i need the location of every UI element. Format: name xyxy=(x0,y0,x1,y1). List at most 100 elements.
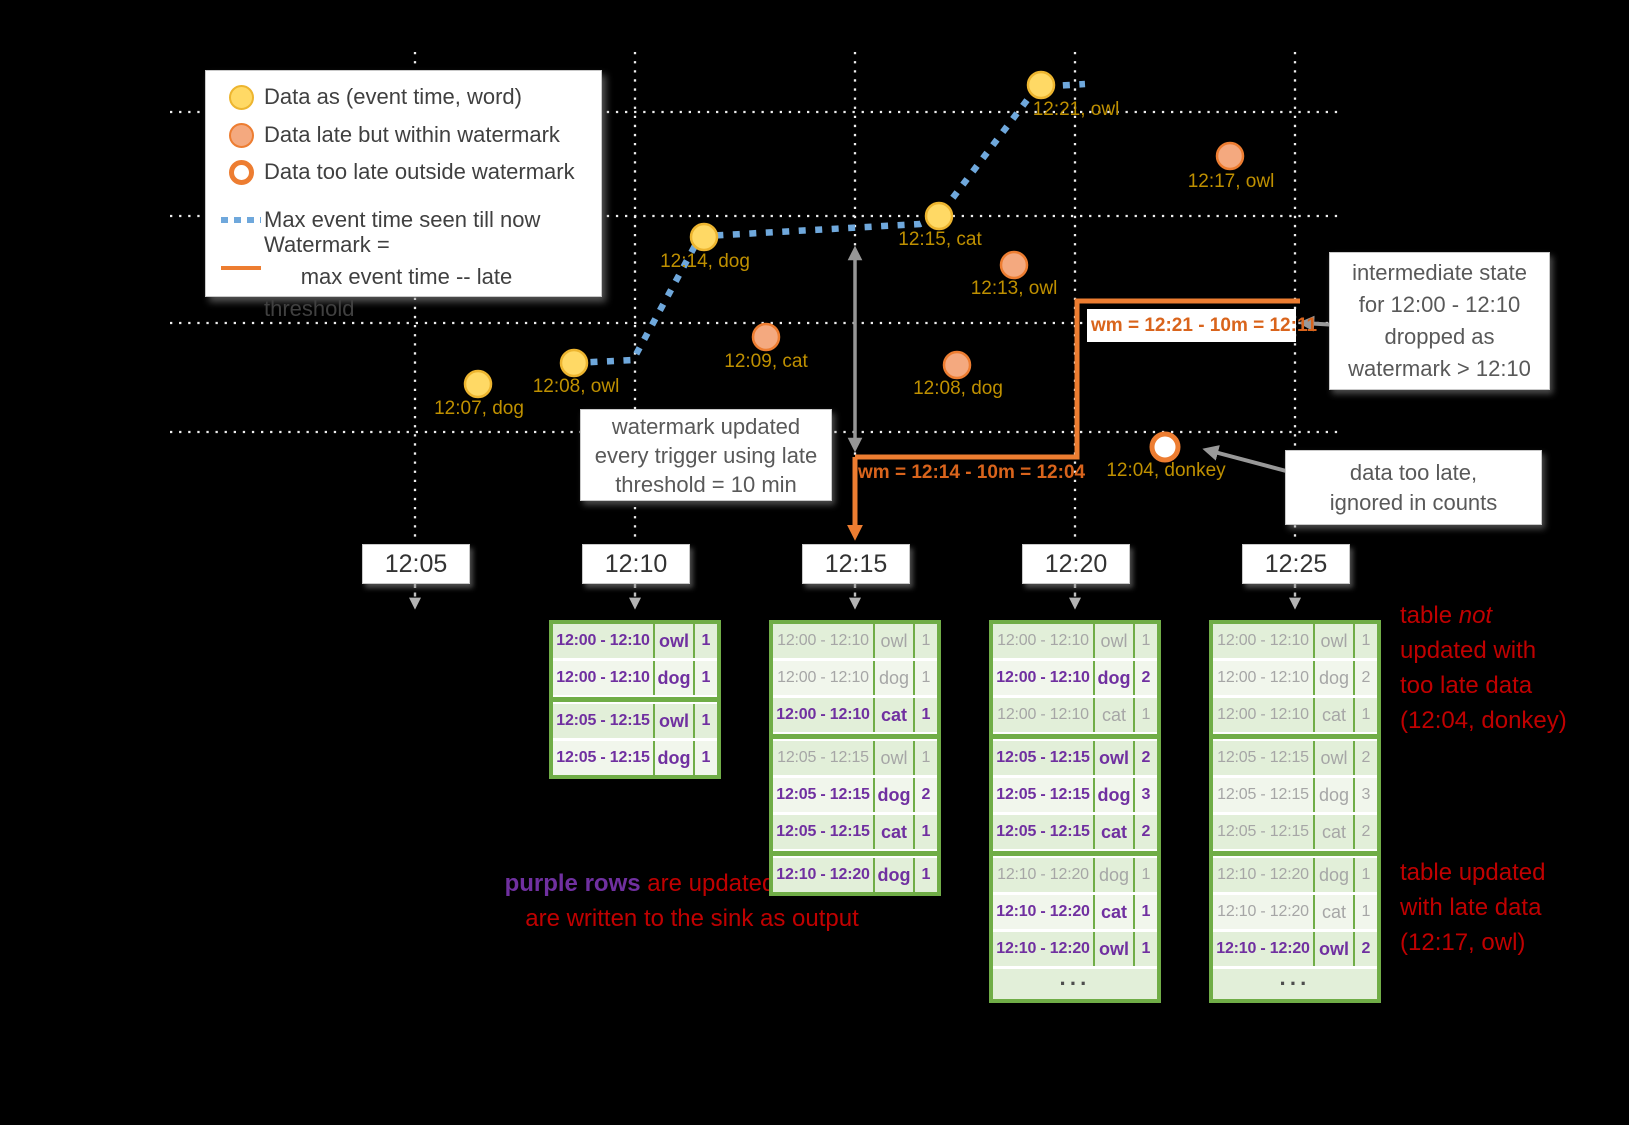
trigger-time-box: 12:05 xyxy=(362,544,470,584)
data-point-label: 12:09, cat xyxy=(724,351,808,372)
data-point-late xyxy=(942,350,972,380)
table-row: 12:10 - 12:20 owl 1 xyxy=(993,932,1157,966)
table-row: 12:05 - 12:15 owl 2 xyxy=(993,741,1157,775)
count-cell: 3 xyxy=(1135,778,1157,812)
table-row: 12:00 - 12:10 owl 1 xyxy=(773,624,937,658)
table-row: 12:05 - 12:15 dog 3 xyxy=(1213,778,1377,812)
table-row: 12:00 - 12:10 dog 1 xyxy=(553,661,717,695)
word-cell: cat xyxy=(1095,895,1133,929)
window-cell: 12:05 - 12:15 xyxy=(1213,778,1313,812)
window-cell: 12:05 - 12:15 xyxy=(1213,815,1313,849)
word-cell: dog xyxy=(875,661,913,695)
count-cell: 1 xyxy=(915,624,937,658)
annotation-intermediate-state: intermediate state for 12:00 - 12:10 dro… xyxy=(1329,252,1550,390)
window-cell: 12:10 - 12:20 xyxy=(993,895,1093,929)
word-cell: dog xyxy=(1315,858,1353,892)
word-cell: dog xyxy=(875,778,913,812)
window-cell: 12:05 - 12:15 xyxy=(993,778,1093,812)
legend-item-blue-dotted-line: Max event time seen till now xyxy=(218,202,540,238)
result-table: 12:00 - 12:10 owl 1 12:00 - 12:10 dog 1 12:05 … xyxy=(549,620,721,779)
count-cell: 2 xyxy=(915,778,937,812)
window-cell: 12:10 - 12:20 xyxy=(1213,932,1313,966)
count-cell: 1 xyxy=(915,661,937,695)
table-row: 12:10 - 12:20 dog 1 xyxy=(773,858,937,892)
count-cell: 2 xyxy=(1355,741,1377,775)
data-point-late xyxy=(999,250,1029,280)
data-point-label: 12:08, dog xyxy=(913,378,1003,399)
count-cell: 2 xyxy=(1135,815,1157,849)
word-cell: dog xyxy=(1315,661,1353,695)
trigger-arrows xyxy=(409,584,1301,610)
table-row: 12:05 - 12:15 dog 1 xyxy=(553,741,717,775)
too-late-dot-icon xyxy=(228,159,254,185)
count-cell: 1 xyxy=(1355,624,1377,658)
data-point-too-late xyxy=(1149,431,1181,463)
word-cell: cat xyxy=(1315,815,1353,849)
word-cell: dog xyxy=(1095,661,1133,695)
table-group-separator xyxy=(773,851,937,856)
data-point-event xyxy=(689,222,719,252)
table-row: 12:10 - 12:20 dog 1 xyxy=(993,858,1157,892)
table-group-separator xyxy=(553,697,717,702)
window-cell: 12:05 - 12:15 xyxy=(773,741,873,775)
window-cell: 12:05 - 12:15 xyxy=(993,741,1093,775)
count-cell: 1 xyxy=(915,741,937,775)
window-cell: 12:00 - 12:10 xyxy=(773,661,873,695)
window-cell: 12:10 - 12:20 xyxy=(993,932,1093,966)
legend-swatch xyxy=(218,122,264,148)
legend-item-label: Data as (event time, word) xyxy=(264,84,522,109)
count-cell: 3 xyxy=(1355,778,1377,812)
word-cell: owl xyxy=(1315,741,1353,775)
window-cell: 12:05 - 12:15 xyxy=(1213,741,1313,775)
trigger-time-box: 12:10 xyxy=(582,544,690,584)
legend-item-event-dot: Data as (event time, word) xyxy=(218,79,522,115)
table-row: 12:05 - 12:15 owl 2 xyxy=(1213,741,1377,775)
word-cell: cat xyxy=(1315,698,1353,732)
table-row: 12:10 - 12:20 owl 2 xyxy=(1213,932,1377,966)
count-cell: 1 xyxy=(695,741,717,775)
table-row: 12:05 - 12:15 owl 1 xyxy=(773,741,937,775)
count-cell: 1 xyxy=(1355,858,1377,892)
count-cell: 1 xyxy=(915,858,937,892)
legend-item-late-dot: Data late but within watermark xyxy=(218,117,560,153)
table-group-separator xyxy=(1213,734,1377,739)
legend-swatch xyxy=(218,217,264,223)
table-row: 12:05 - 12:15 dog 2 xyxy=(773,778,937,812)
table-row: 12:10 - 12:20 cat 1 xyxy=(1213,895,1377,929)
window-cell: 12:00 - 12:10 xyxy=(773,698,873,732)
window-cell: 12:05 - 12:15 xyxy=(773,778,873,812)
data-point-label: 12:14, dog xyxy=(660,251,750,272)
word-cell: owl xyxy=(875,624,913,658)
watermark-formula-high: wm = 12:21 - 10m = 12:11 xyxy=(1091,314,1318,336)
table-group-separator xyxy=(993,851,1157,856)
word-cell: owl xyxy=(875,741,913,775)
count-cell: 1 xyxy=(695,661,717,695)
count-cell: 1 xyxy=(1355,698,1377,732)
note-purple-rows-highlight: purple rows xyxy=(504,870,641,897)
data-point-label: 12:08, owl xyxy=(532,376,620,397)
table-row: 12:05 - 12:15 owl 1 xyxy=(553,704,717,738)
word-cell: cat xyxy=(875,815,913,849)
word-cell: owl xyxy=(1095,932,1133,966)
word-cell: owl xyxy=(1095,624,1133,658)
result-table: 12:00 - 12:10 owl 1 12:00 - 12:10 dog 2 12:00 … xyxy=(1209,620,1381,1003)
table-row: 12:05 - 12:15 cat 2 xyxy=(993,815,1157,849)
table-row: 12:00 - 12:10 dog 2 xyxy=(993,661,1157,695)
annotation-watermark-updated: watermark updated every trigger using la… xyxy=(580,409,832,501)
word-cell: owl xyxy=(655,704,693,738)
legend-item-label: Data too late outside watermark xyxy=(264,159,575,184)
watermark-formula-low: wm = 12:14 - 10m = 12:04 xyxy=(858,462,1086,483)
legend-panel: Data as (event time, word) Data late but … xyxy=(205,70,602,321)
window-cell: 12:05 - 12:15 xyxy=(993,815,1093,849)
table-row: 12:00 - 12:10 owl 1 xyxy=(553,624,717,658)
word-cell: dog xyxy=(655,741,693,775)
trigger-time-box: 12:25 xyxy=(1242,544,1350,584)
legend-swatch xyxy=(218,84,264,110)
table-group-separator xyxy=(993,734,1157,739)
window-cell: 12:00 - 12:10 xyxy=(1213,698,1313,732)
data-point-label: 12:21, owl xyxy=(1032,99,1120,120)
count-cell: 1 xyxy=(1135,932,1157,966)
table-row: 12:00 - 12:10 dog 2 xyxy=(1213,661,1377,695)
data-point-late xyxy=(751,322,781,352)
